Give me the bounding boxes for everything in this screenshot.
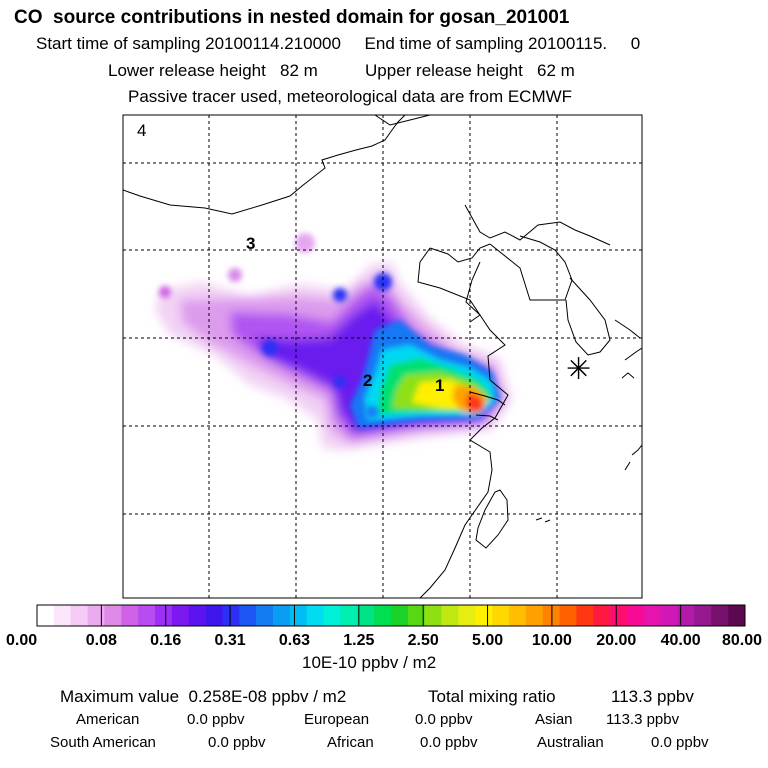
australian-label: Australian: [537, 734, 604, 751]
sampling-times: Start time of sampling 20100114.210000 E…: [36, 34, 641, 53]
colorbar-cell: [492, 605, 510, 626]
tracer-info: Passive tracer used, meteorological data…: [128, 87, 573, 106]
release-heights: Lower release height 82 m Upper release …: [108, 61, 575, 80]
colorbar-cell: [70, 605, 88, 626]
asian-value: 113.3 ppbv: [606, 711, 680, 728]
colorbar-cell: [340, 605, 358, 626]
european-value: 0.0 ppbv: [415, 711, 473, 728]
colorbar-frame: [36, 604, 746, 627]
african-value: 0.0 ppbv: [420, 734, 478, 751]
colorbar-tick-label: 80.00: [722, 632, 762, 649]
colorbar-cell: [593, 605, 611, 626]
south-american-value: 0.0 ppbv: [208, 734, 266, 751]
colorbar-cell: [289, 605, 308, 626]
colorbar-cell: [660, 605, 678, 626]
total-mixing-ratio-value: 113.3 ppbv: [611, 687, 694, 706]
colorbar-tick-label: 5.00: [472, 632, 503, 649]
colorbar-cell: [559, 605, 577, 626]
colorbar-cell: [323, 605, 341, 626]
colorbar-cell: [222, 605, 240, 626]
colorbar-cell: [205, 605, 223, 626]
african-label: African: [327, 734, 374, 751]
colorbar-cells: [36, 604, 746, 627]
colorbar-tick-label: 0.08: [86, 632, 117, 649]
colorbar-cell: [37, 605, 55, 626]
region-label-2: 2: [363, 371, 372, 390]
colorbar-cell: [525, 605, 544, 626]
colorbar-unit: 10E-10 ppbv / m2: [302, 653, 437, 672]
colorbar-tick-label: 1.25: [343, 632, 374, 649]
colorbar-cell: [87, 605, 105, 626]
coastlines: [123, 115, 642, 598]
map-frame: [122, 114, 643, 599]
concentration-plume: [155, 233, 512, 450]
american-label: American: [76, 711, 140, 728]
colorbar-cell: [104, 605, 122, 626]
colorbar-cell: [256, 605, 274, 626]
colorbar-cell: [374, 605, 392, 626]
colorbar-tick-label: 0.31: [215, 632, 246, 649]
colorbar-cell: [188, 605, 206, 626]
american-value: 0.0 ppbv: [187, 711, 245, 728]
colorbar-cell: [509, 605, 527, 626]
receptor-marker-icon: ✳: [566, 352, 591, 387]
colorbar-tick-label: 0.00: [6, 632, 37, 649]
colorbar-cell: [711, 605, 729, 626]
south-american-label: South American: [50, 734, 156, 751]
colorbar-cell: [357, 605, 375, 626]
asian-label: Asian: [535, 711, 573, 728]
colorbar-cell: [610, 605, 628, 626]
colorbar-cell: [542, 605, 560, 626]
region-label-1: 1: [435, 376, 444, 395]
colorbar-tick-label: 0.16: [150, 632, 181, 649]
region-label-3: 3: [246, 234, 255, 253]
colorbar-tick-label: 0.63: [279, 632, 310, 649]
colorbar-cell: [155, 605, 173, 626]
colorbar-cell: [643, 605, 662, 626]
colorbar-cell: [306, 605, 324, 626]
colorbar-tick-label: 40.00: [661, 632, 701, 649]
colorbar-cell: [138, 605, 156, 626]
colorbar-tick-label: 10.00: [532, 632, 572, 649]
colorbar-cell: [441, 605, 459, 626]
colorbar-cell: [407, 605, 426, 626]
lat-lon-grid: [123, 115, 642, 598]
max-value: Maximum value 0.258E-08 ppbv / m2: [60, 687, 347, 706]
panel-label: 4: [137, 121, 146, 140]
colorbar-cell: [627, 605, 645, 626]
european-label: European: [304, 711, 370, 728]
colorbar-cell: [171, 605, 190, 626]
colorbar-cell: [677, 605, 695, 626]
colorbar-cell: [53, 605, 72, 626]
colorbar-cell: [576, 605, 594, 626]
colorbar-cell: [694, 605, 712, 626]
colorbar-cell: [121, 605, 139, 626]
colorbar-cell: [239, 605, 257, 626]
total-mixing-ratio-label: Total mixing ratio: [428, 687, 556, 706]
colorbar-cell: [273, 605, 291, 626]
colorbar-cell: [458, 605, 476, 626]
australian-value: 0.0 ppbv: [651, 734, 709, 751]
colorbar-cell: [424, 605, 442, 626]
colorbar-cell: [475, 605, 493, 626]
plot-title: CO source contributions in nested domain…: [14, 7, 570, 28]
colorbar-cell: [728, 605, 746, 626]
colorbar-cell: [391, 605, 409, 626]
colorbar-tick-labels: 0.00 0.08 0.16 0.31 0.63 1.25 2.50 5.00 10.00 20.…: [6, 632, 762, 649]
colorbar-tick-label: 2.50: [408, 632, 439, 649]
colorbar-tick-label: 20.00: [596, 632, 636, 649]
